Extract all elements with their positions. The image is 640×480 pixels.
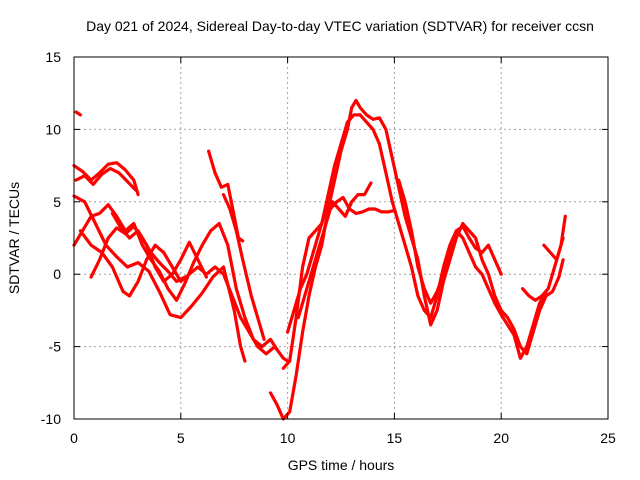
ticks: 0 5 10 15 20 25 -10 -5 0 5 10 15 bbox=[41, 49, 616, 446]
y-tick-label: 10 bbox=[45, 121, 61, 137]
y-tick-label: -10 bbox=[41, 411, 61, 427]
series-s16 bbox=[521, 214, 567, 302]
x-tick-label: 20 bbox=[493, 430, 509, 446]
grid bbox=[74, 57, 608, 419]
y-tick-label: 15 bbox=[45, 49, 61, 65]
x-tick-label: 10 bbox=[280, 430, 296, 446]
chart-title: Day 021 of 2024, Sidereal Day-to-day VTE… bbox=[86, 18, 594, 34]
series-group bbox=[72, 98, 567, 421]
series-s3 bbox=[74, 166, 138, 192]
series-s4 bbox=[72, 194, 247, 363]
series-s10 bbox=[221, 193, 266, 341]
series-s14 bbox=[296, 195, 396, 320]
series-s8 bbox=[110, 211, 208, 283]
y-tick-label: 5 bbox=[53, 194, 61, 210]
series-s1 bbox=[74, 110, 82, 117]
x-tick-label: 0 bbox=[70, 430, 78, 446]
series-s12 bbox=[281, 113, 548, 370]
plot-frame bbox=[73, 56, 609, 420]
series-s17 bbox=[542, 236, 565, 262]
y-tick-label: 0 bbox=[53, 266, 61, 282]
x-axis-label: GPS time / hours bbox=[288, 457, 395, 473]
y-axis-label: SDTVAR / TECUs bbox=[6, 182, 22, 294]
x-tick-label: 25 bbox=[600, 430, 616, 446]
series-s6 bbox=[78, 229, 290, 363]
series-s5 bbox=[72, 203, 279, 352]
x-tick-label: 15 bbox=[387, 430, 403, 446]
series-s13 bbox=[286, 181, 373, 334]
series-s15 bbox=[397, 178, 503, 305]
series-s2 bbox=[72, 161, 140, 197]
series-s7 bbox=[89, 224, 187, 283]
x-tick-label: 5 bbox=[177, 430, 185, 446]
y-tick-label: -5 bbox=[49, 339, 62, 355]
